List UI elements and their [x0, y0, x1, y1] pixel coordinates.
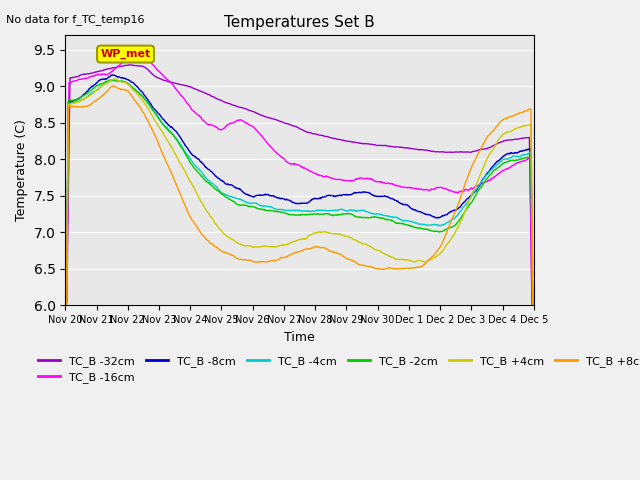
X-axis label: Time: Time: [284, 331, 315, 344]
Y-axis label: Temperature (C): Temperature (C): [15, 120, 28, 221]
Text: No data for f_TC_temp16: No data for f_TC_temp16: [6, 14, 145, 25]
Text: WP_met: WP_met: [100, 49, 150, 59]
Legend: TC_B -32cm, TC_B -16cm, TC_B -8cm, TC_B -4cm, TC_B -2cm, TC_B +4cm, TC_B +8cm: TC_B -32cm, TC_B -16cm, TC_B -8cm, TC_B …: [33, 351, 640, 388]
Title: Temperatures Set B: Temperatures Set B: [224, 15, 375, 30]
